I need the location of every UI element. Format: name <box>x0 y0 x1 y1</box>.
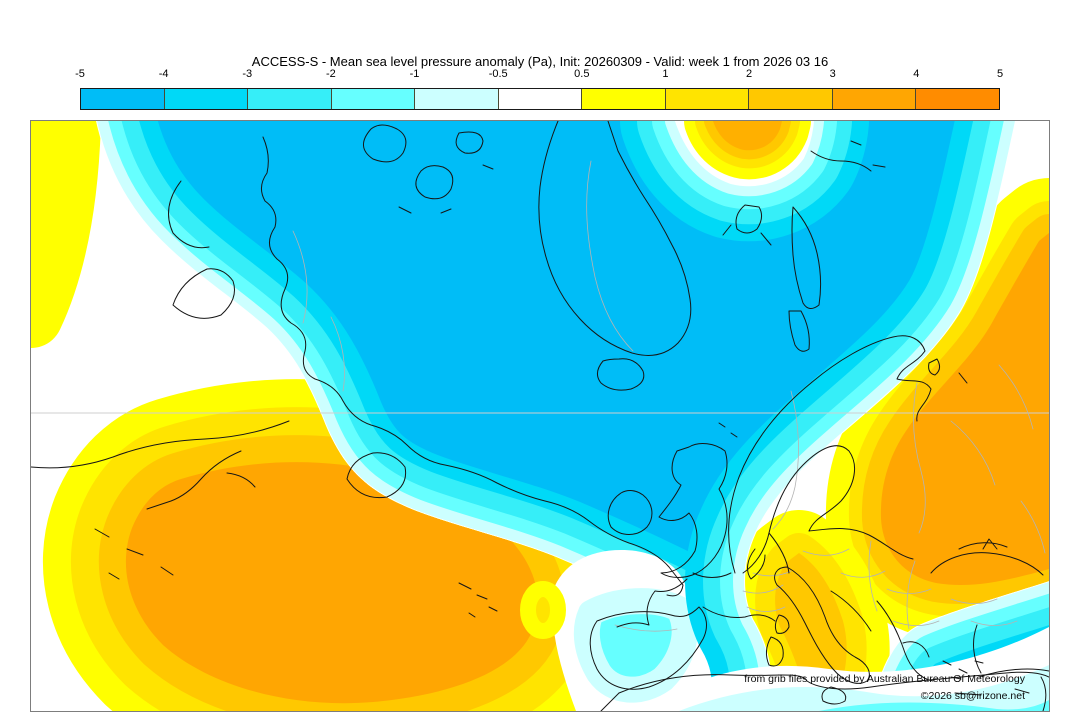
colorbar-tick-label: -3 <box>242 68 253 80</box>
map-attribution: from grib files provided by Australian B… <box>744 671 1025 705</box>
country-borders <box>292 160 1046 632</box>
coastlines <box>31 121 1049 711</box>
colorbar-tick-label: 0.5 <box>574 68 590 80</box>
colorbar-tick-label: 2 <box>746 68 753 80</box>
copyright-line: ©2026 sb@irizone.net <box>920 690 1025 702</box>
map-canvas <box>31 121 1049 711</box>
colorbar-segment <box>497 89 582 109</box>
colorbar-tick-label: -2 <box>326 68 336 80</box>
colorbar-tick-label: -1 <box>409 68 420 80</box>
colorbar-tick-label: 3 <box>829 68 836 80</box>
colorbar-segment <box>831 89 916 109</box>
colorbar-segment <box>414 89 498 109</box>
colorbar-segment <box>748 89 832 109</box>
colorbar <box>80 88 1000 110</box>
colorbar-segment <box>581 89 665 109</box>
colorbar-segment <box>81 89 164 109</box>
colorbar-segment <box>330 89 415 109</box>
colorbar-tick-label: 5 <box>996 68 1004 80</box>
contour-field <box>31 121 1049 711</box>
colorbar-labels: -5 -4 -3 -2 -1 -0.5 0.5 1 2 3 4 5 <box>75 68 1004 84</box>
colorbar-tick-label: -4 <box>158 68 169 80</box>
colorbar-tick-label: 1 <box>662 68 669 80</box>
colorbar-tick-label: -5 <box>75 68 85 80</box>
page-title: ACCESS-S - Mean sea level pressure anoma… <box>251 54 829 69</box>
colorbar-tick-label: -0.5 <box>488 68 508 80</box>
colorbar-segment <box>247 89 331 109</box>
colorbar-segment <box>915 89 1000 109</box>
attribution-line: from grib files provided by Australian B… <box>744 673 1025 685</box>
map-figure: from grib files provided by Australian B… <box>30 120 1050 712</box>
colorbar-segment <box>163 89 248 109</box>
colorbar-segment <box>664 89 749 109</box>
colorbar-tick-label: 4 <box>913 68 920 80</box>
